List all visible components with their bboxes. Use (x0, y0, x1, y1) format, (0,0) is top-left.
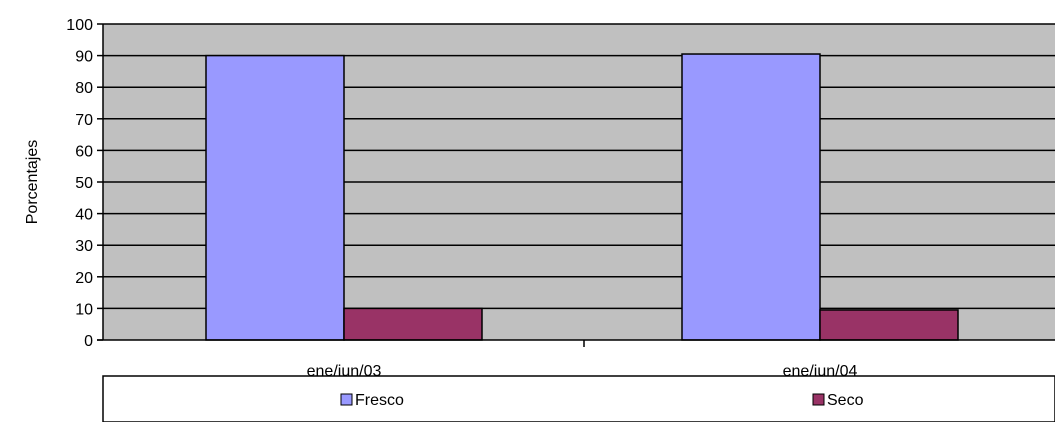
y-tick-label: 50 (75, 175, 93, 192)
legend: Fresco Seco (102, 375, 1055, 422)
legend-swatch-seco (812, 393, 825, 406)
y-tick-label: 0 (84, 333, 93, 350)
legend-label-fresco: Fresco (355, 392, 404, 409)
y-axis-label: Porcentajes (24, 140, 41, 225)
y-tick-label: 60 (75, 143, 93, 160)
bar-fresco-1 (681, 53, 821, 341)
y-tick-label: 10 (75, 301, 93, 318)
legend-swatch-fresco (340, 393, 353, 406)
y-axis-ticks: 0 10 20 30 40 50 60 70 80 90 100 (66, 17, 103, 350)
y-tick-label: 90 (75, 49, 93, 66)
bars (205, 53, 959, 341)
legend-box (102, 375, 1055, 422)
bar-seco-0 (343, 307, 483, 341)
y-tick-label: 40 (75, 207, 93, 224)
y-tick-label: 100 (66, 17, 93, 34)
y-tick-label: 20 (75, 270, 93, 287)
legend-label-seco: Seco (827, 392, 864, 409)
x-axis-categories: ene/jun/03 ene/jun/04 (307, 340, 857, 380)
y-tick-label: 80 (75, 80, 93, 97)
y-tick-label: 30 (75, 238, 93, 255)
bar-fresco-0 (205, 54, 345, 341)
bar-seco-1 (819, 309, 959, 341)
y-tick-label: 70 (75, 112, 93, 129)
